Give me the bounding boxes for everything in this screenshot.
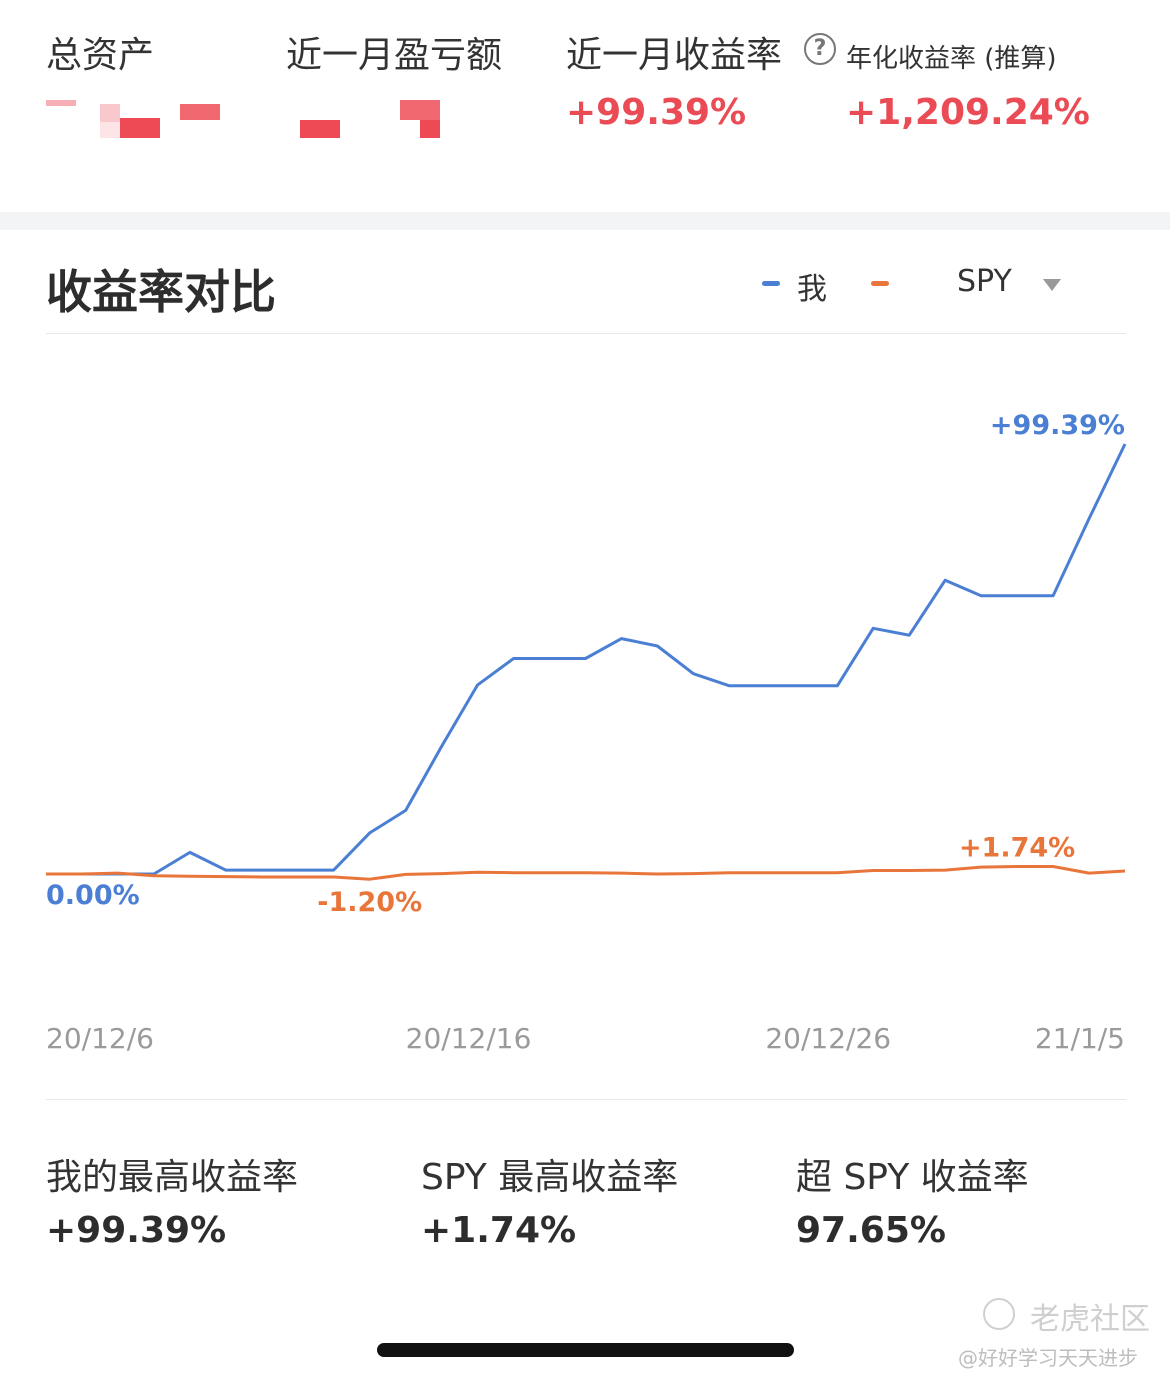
spy-max-return-label: SPY 最高收益率 [421,1157,679,1198]
watermark-logo-icon [983,1298,1015,1330]
section-title: 收益率对比 [46,265,276,319]
total-assets-label: 总资产 [46,35,155,76]
annualized-return-value: +1,209.24% [846,92,1090,133]
x-tick-label: 21/1/5 [1035,1022,1125,1055]
return-comparison-chart: 0.00% -1.20% +1.74% +99.39% 20/12/6 20/12/16… [46,410,1127,1055]
me-end-label: +99.39% [990,410,1125,441]
header-divider [46,333,1126,334]
spy-return-line [46,865,1126,881]
x-tick-label: 20/12/6 [46,1022,154,1055]
my-max-return-value: +99.39% [46,1210,227,1251]
watermark-brand: 老虎社区 [1030,1302,1150,1337]
me-return-line [46,443,1127,876]
legend-spy-label: SPY [957,264,1012,299]
spy-min-label: -1.20% [317,887,422,918]
caret-down-icon [1043,279,1061,291]
spy-max-label: +1.74% [959,832,1075,863]
watermark-user: @好好学习天天进步 [958,1346,1138,1370]
excess-return-value: 97.65% [796,1210,946,1251]
start-value-label: 0.00% [46,880,140,911]
chart-divider [46,1099,1126,1100]
legend-spy-swatch [871,281,889,286]
section-divider [0,212,1170,230]
x-tick-label: 20/12/16 [406,1022,532,1055]
excess-return-label: 超 SPY 收益率 [796,1157,1029,1198]
my-max-return-label: 我的最高收益率 [46,1157,299,1198]
legend-me-swatch [762,281,780,286]
month-return-label: 近一月收益率 [566,35,783,76]
legend-me-label: 我 [797,272,827,307]
annualized-return-label: 年化收益率 (推算) [846,44,1057,74]
month-return-value: +99.39% [566,92,747,133]
spy-max-return-value: +1.74% [421,1210,577,1251]
home-indicator[interactable] [377,1343,794,1357]
month-pnl-label: 近一月盈亏额 [286,35,503,76]
x-tick-label: 20/12/26 [765,1022,891,1055]
help-icon[interactable]: ? [804,33,836,65]
